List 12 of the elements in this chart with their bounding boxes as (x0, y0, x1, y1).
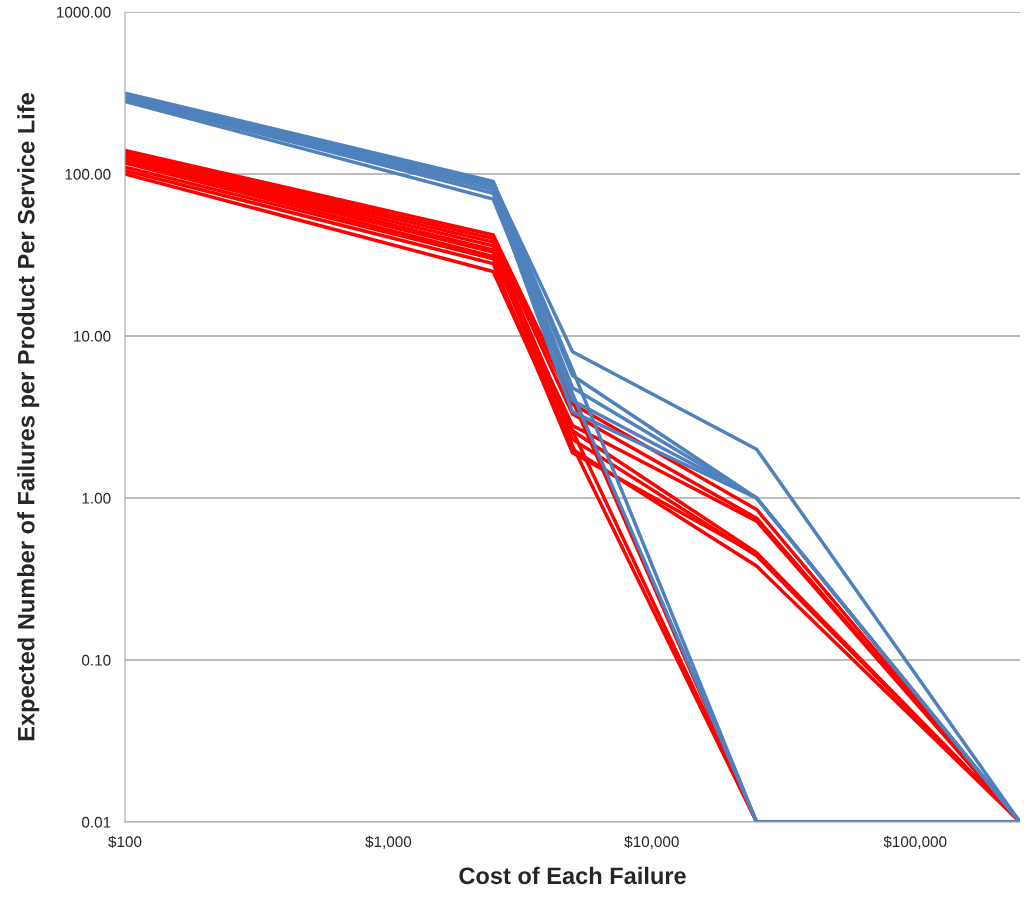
x-tick-label: $10,000 (624, 835, 679, 849)
y-tick-label: 1000.00 (57, 6, 111, 18)
y-axis-title: Expected Number of Failures per Product Per Service Life (17, 93, 40, 741)
y-tick-label: 0.10 (81, 654, 111, 666)
x-tick-label: $100 (108, 835, 142, 849)
x-axis-title: Cost of Each Failure (459, 866, 686, 885)
y-tick-label: 1.00 (82, 492, 111, 504)
x-tick-label: $1,000 (365, 835, 412, 849)
y-tick-label: 100.00 (65, 168, 111, 180)
y-tick-label: 0.01 (81, 816, 111, 828)
x-tick-label: $100,000 (883, 835, 947, 849)
y-tick-label: 10.00 (74, 330, 111, 342)
